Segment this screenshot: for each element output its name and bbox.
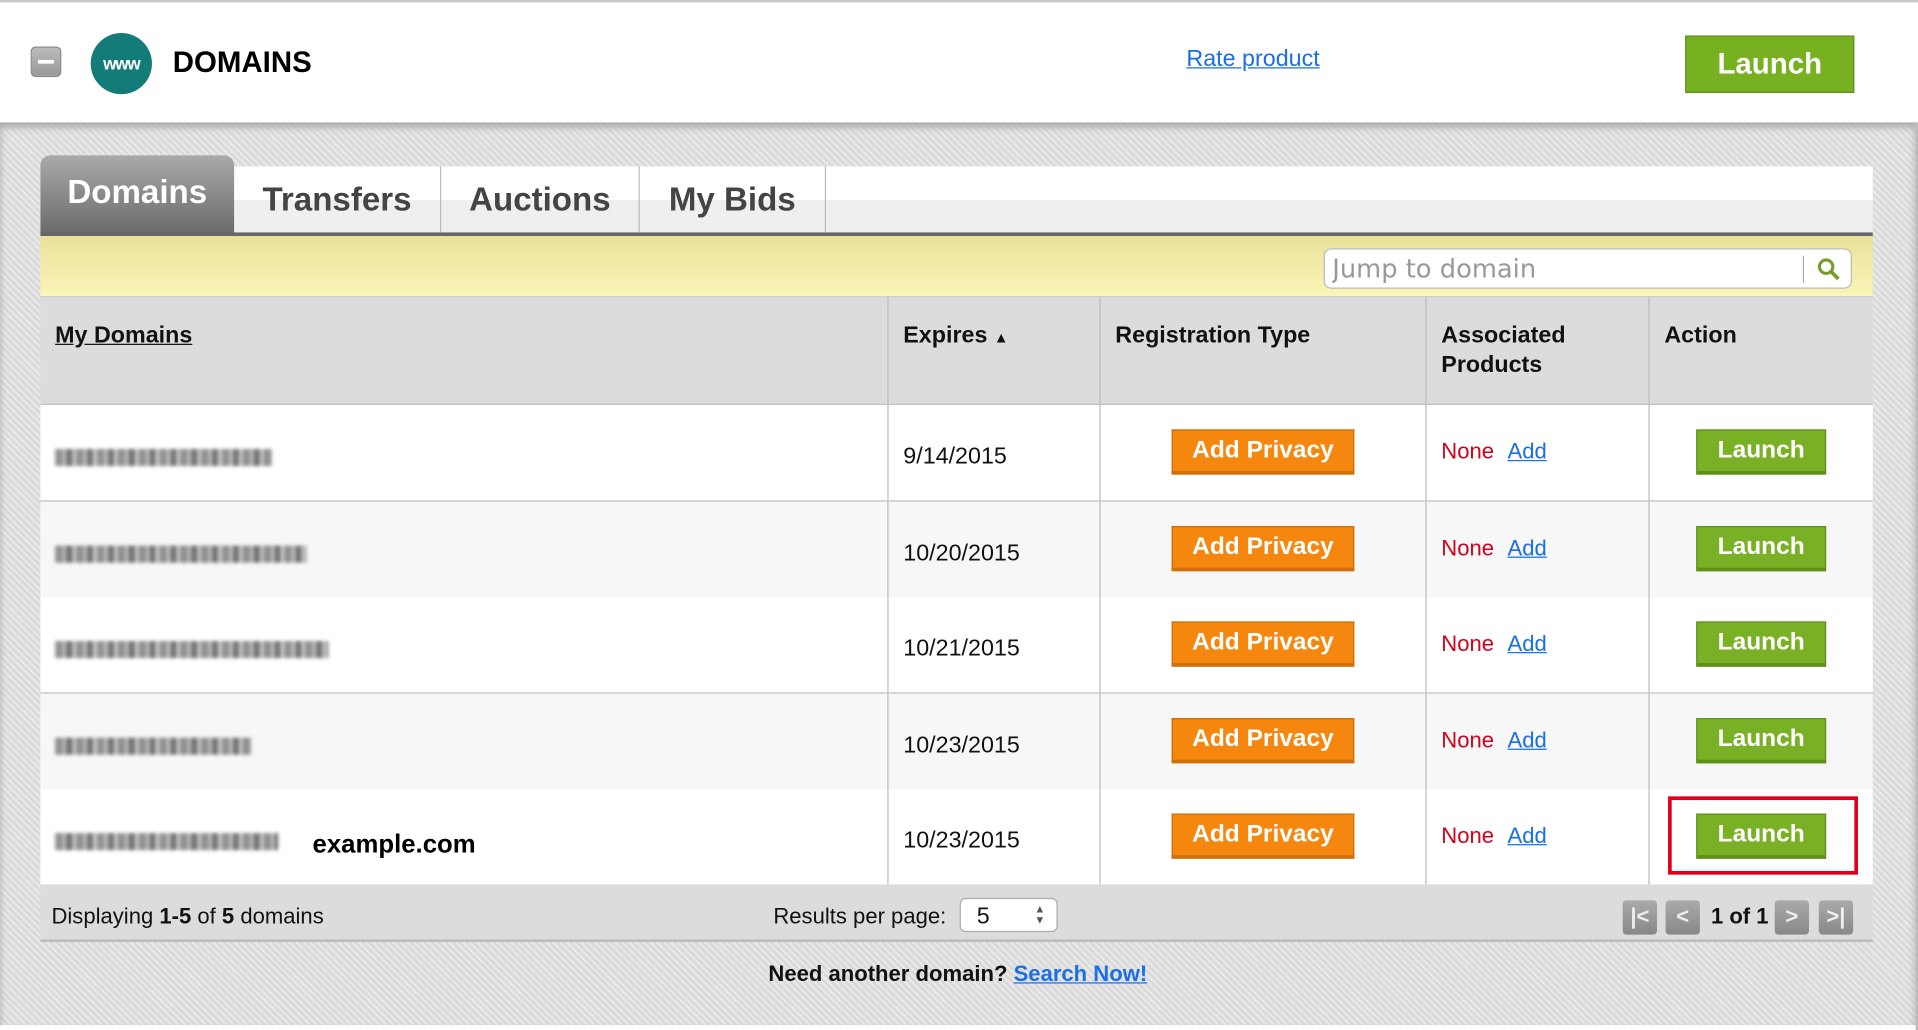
products-none: None: [1441, 823, 1495, 848]
add-privacy-button[interactable]: Add Privacy: [1171, 621, 1355, 667]
tab-transfers[interactable]: Transfers: [234, 166, 442, 234]
column-associated-products: Associated Products: [1441, 322, 1566, 378]
launch-button[interactable]: Launch: [1696, 717, 1827, 763]
table-header: My Domains Expires ▲ Registration Type A…: [40, 297, 1873, 405]
redacted-domain-name[interactable]: [55, 448, 273, 467]
redacted-domain-name[interactable]: [55, 544, 307, 563]
add-product-link[interactable]: Add: [1507, 727, 1547, 752]
table-row: 10/23/2015 Add Privacy None Add Launch: [40, 692, 1873, 790]
results-per-page-select[interactable]: 5 ▲ ▼: [959, 897, 1058, 933]
launch-button[interactable]: Launch: [1696, 525, 1827, 571]
add-privacy-button[interactable]: Add Privacy: [1171, 813, 1355, 859]
column-action: Action: [1664, 322, 1737, 349]
redacted-domain-name[interactable]: [55, 641, 329, 659]
products-none: None: [1441, 439, 1495, 464]
www-globe-icon: www: [90, 33, 152, 95]
add-product-link[interactable]: Add: [1507, 535, 1547, 560]
domain-cell: [40, 596, 889, 693]
tab-my-bids[interactable]: My Bids: [640, 166, 827, 234]
displaying-count: Displaying 1-5 of 5 domains: [51, 904, 324, 929]
header: [0, 2, 1918, 123]
domain-cell: example.com: [40, 789, 889, 885]
top-border: [0, 0, 1918, 3]
domain-cell: [40, 404, 889, 501]
expires-date: 10/20/2015: [903, 540, 1020, 566]
jump-to-domain-input[interactable]: [1332, 251, 1798, 287]
select-arrows-icon: ▲ ▼: [1034, 902, 1046, 927]
domain-cell: [40, 500, 889, 597]
expires-date: 9/14/2015: [903, 444, 1007, 470]
prev-page-button[interactable]: <: [1665, 900, 1700, 935]
add-product-link[interactable]: Add: [1507, 631, 1547, 656]
redacted-domain-name[interactable]: [55, 833, 279, 851]
search-icon[interactable]: [1815, 256, 1842, 283]
products-none: None: [1441, 727, 1495, 752]
launch-button[interactable]: Launch: [1696, 429, 1827, 475]
table-row: example.com 10/23/2015 Add Privacy None A…: [40, 789, 1873, 886]
sort-ascending-icon: ▲: [993, 329, 1009, 347]
column-my-domains[interactable]: My Domains: [55, 322, 193, 349]
table-row: 10/20/2015 Add Privacy None Add Launch: [40, 500, 1873, 598]
page-title: DOMAINS: [172, 46, 312, 80]
domain-annotation: example.com: [312, 830, 476, 859]
panel-edge: [1915, 122, 1918, 1030]
tab-underline: [40, 232, 1873, 237]
domain-cell: [40, 692, 889, 789]
jump-to-domain-field: [1323, 248, 1852, 289]
add-privacy-button[interactable]: Add Privacy: [1171, 525, 1355, 571]
redacted-domain-name[interactable]: [55, 737, 252, 755]
table-row: 9/14/2015 Add Privacy None Add Launch: [40, 404, 1873, 502]
search-now-link[interactable]: Search Now!: [1013, 961, 1148, 986]
add-privacy-button[interactable]: Add Privacy: [1171, 717, 1355, 763]
collapse-button[interactable]: [30, 46, 62, 78]
rate-product-link[interactable]: Rate product: [1186, 46, 1320, 73]
tab-domains[interactable]: Domains: [40, 155, 235, 234]
expires-date: 10/21/2015: [903, 636, 1020, 662]
table-row: 10/21/2015 Add Privacy None Add Launch: [40, 596, 1873, 694]
tab-strip: [234, 166, 1873, 234]
expires-date: 10/23/2015: [903, 828, 1020, 854]
table-footer: Displaying 1-5 of 5 domains Results per …: [40, 884, 1873, 942]
launch-button-header[interactable]: Launch: [1685, 35, 1855, 93]
add-privacy-button[interactable]: Add Privacy: [1171, 429, 1355, 475]
column-registration-type: Registration Type: [1115, 322, 1311, 349]
expires-date: 10/23/2015: [903, 732, 1020, 758]
next-page-button[interactable]: >: [1774, 900, 1809, 935]
launch-button[interactable]: Launch: [1696, 813, 1827, 859]
products-none: None: [1441, 535, 1495, 560]
results-per-page-label: Results per page:: [773, 904, 947, 929]
products-none: None: [1441, 631, 1495, 656]
add-product-link[interactable]: Add: [1507, 823, 1547, 848]
add-product-link[interactable]: Add: [1507, 439, 1547, 464]
tab-auctions[interactable]: Auctions: [441, 166, 640, 234]
launch-button[interactable]: Launch: [1696, 621, 1827, 667]
highlight-box: [1668, 796, 1859, 875]
search-divider: [1802, 255, 1805, 283]
need-another-domain: Need another domain? Search Now!: [768, 961, 1148, 986]
last-page-button[interactable]: >|: [1818, 900, 1854, 935]
page-info: 1 of 1: [1710, 904, 1769, 929]
column-expires[interactable]: Expires: [903, 322, 988, 349]
first-page-button[interactable]: |<: [1622, 900, 1658, 935]
